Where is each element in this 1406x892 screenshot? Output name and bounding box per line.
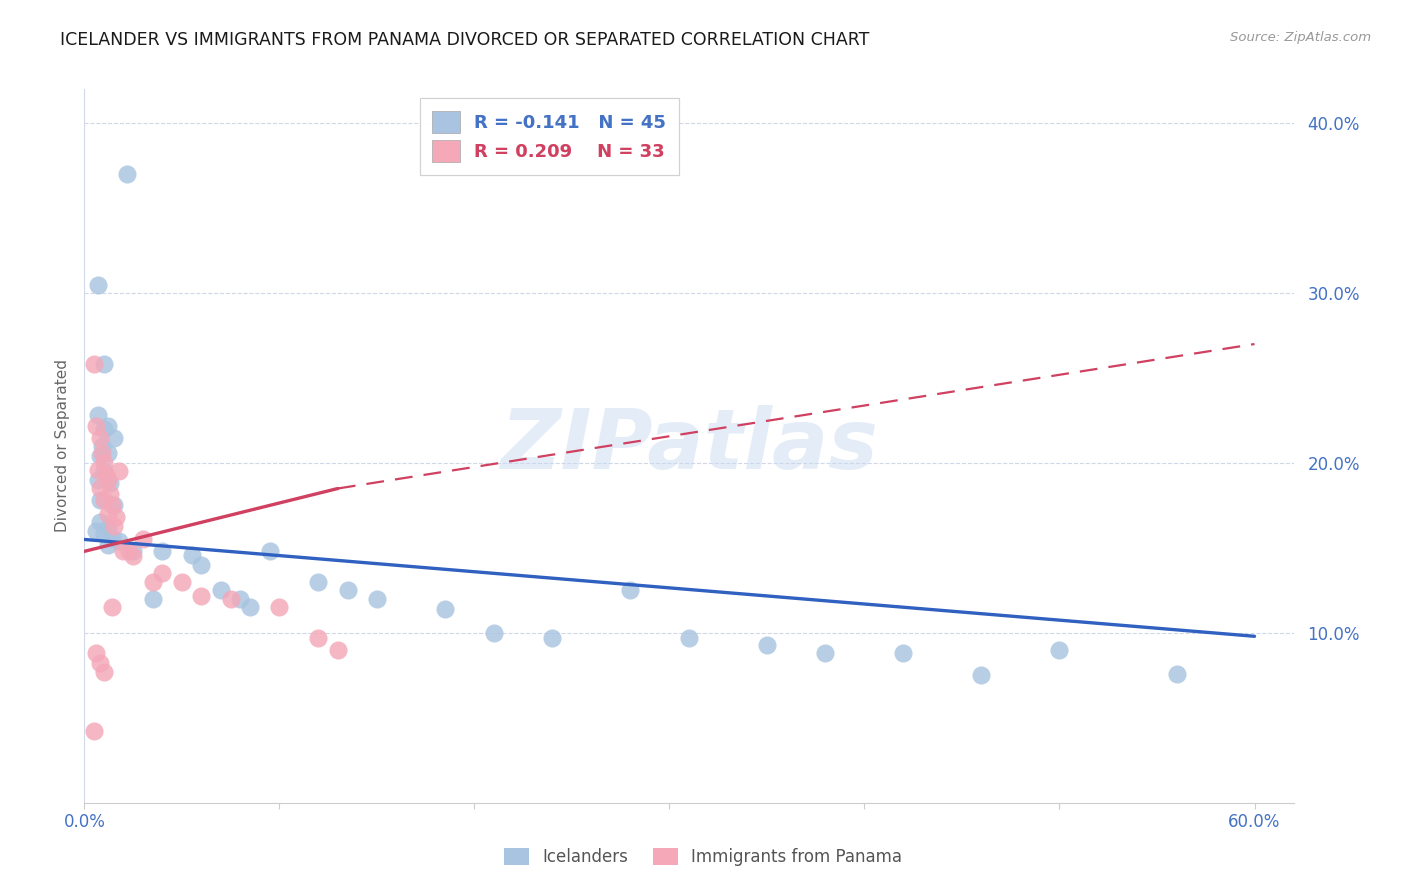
Point (83, 358, 105, 372)
Point (89, 516, 111, 530)
Point (97, 446, 120, 460)
Point (84, 646, 107, 660)
Point (89, 493, 111, 508)
Text: Source: ZipAtlas.com: Source: ZipAtlas.com (1230, 31, 1371, 45)
Point (97, 507, 120, 521)
Point (170, 574, 193, 589)
Point (366, 591, 388, 606)
Point (93, 465, 115, 479)
Text: ICELANDER VS IMMIGRANTS FROM PANAMA DIVORCED OR SEPARATED CORRELATION CHART: ICELANDER VS IMMIGRANTS FROM PANAMA DIVO… (60, 31, 870, 49)
Point (122, 549, 145, 564)
Point (190, 589, 212, 603)
Point (89, 449, 111, 463)
Point (97, 473, 120, 487)
Point (541, 631, 564, 645)
Legend: R = -0.141   N = 45, R = 0.209    N = 33: R = -0.141 N = 45, R = 0.209 N = 33 (420, 98, 679, 175)
Point (100, 531, 122, 545)
Point (307, 631, 329, 645)
Point (90, 439, 112, 453)
Point (893, 646, 915, 660)
Point (104, 510, 127, 524)
Point (336, 583, 359, 598)
Point (307, 574, 329, 589)
Point (755, 638, 778, 652)
Point (103, 499, 125, 513)
Point (209, 583, 232, 598)
Y-axis label: Divorced or Separated: Divorced or Separated (55, 359, 70, 533)
Point (93, 422, 115, 436)
Point (93, 493, 115, 508)
Point (150, 544, 173, 558)
Point (434, 602, 457, 616)
Text: ZIPatlas: ZIPatlas (501, 406, 877, 486)
Point (619, 583, 641, 598)
Point (117, 167, 139, 181)
Point (90, 446, 112, 460)
Point (103, 430, 125, 444)
Point (970, 668, 993, 682)
Point (84, 418, 107, 433)
Point (132, 533, 155, 547)
Point (122, 544, 145, 558)
Point (84, 524, 107, 538)
Point (83, 724, 105, 739)
Point (97, 418, 120, 433)
Point (108, 534, 131, 549)
Point (1166, 666, 1188, 681)
Point (259, 544, 281, 558)
Point (142, 591, 165, 606)
Point (678, 631, 700, 645)
Point (98, 486, 121, 500)
Point (98, 476, 121, 491)
Point (97, 520, 120, 534)
Point (93, 527, 115, 541)
Point (142, 574, 165, 589)
Point (87, 473, 110, 487)
Point (229, 591, 252, 606)
Point (814, 646, 837, 660)
Point (239, 600, 262, 615)
Point (219, 591, 242, 606)
Point (150, 566, 173, 581)
Point (180, 548, 202, 562)
Point (89, 482, 111, 496)
Legend: Icelanders, Immigrants from Panama: Icelanders, Immigrants from Panama (498, 841, 908, 873)
Point (87, 277, 110, 292)
Point (269, 600, 291, 615)
Point (93, 665, 115, 679)
Point (482, 626, 505, 640)
Point (103, 519, 125, 533)
Point (93, 456, 115, 470)
Point (100, 499, 122, 513)
Point (108, 465, 131, 479)
Point (89, 657, 111, 671)
Point (100, 600, 122, 615)
Point (326, 643, 349, 657)
Point (97, 537, 120, 551)
Point (118, 544, 141, 558)
Point (93, 358, 115, 372)
Point (1049, 643, 1071, 657)
Point (89, 430, 111, 444)
Point (87, 409, 110, 423)
Point (190, 558, 212, 572)
Point (112, 544, 135, 558)
Point (94, 467, 117, 482)
Point (87, 463, 110, 477)
